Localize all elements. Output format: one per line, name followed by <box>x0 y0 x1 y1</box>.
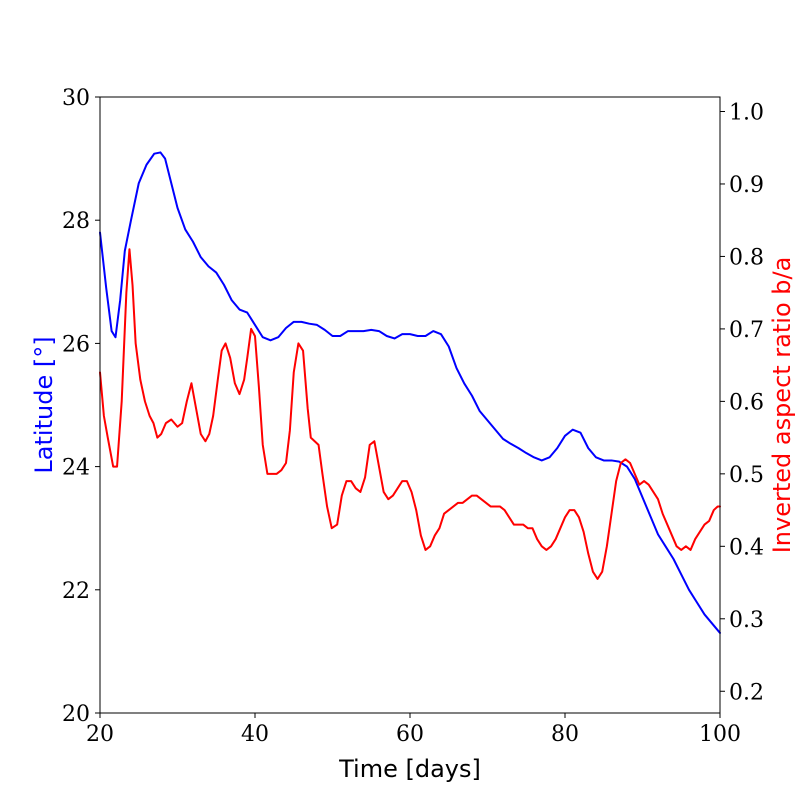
x-tick-label: 60 <box>396 722 424 747</box>
y-right-tick-label: 1.0 <box>729 100 764 125</box>
plot-frame <box>99 96 721 714</box>
x-tick-label: 40 <box>241 722 269 747</box>
y-left-tick-label: 26 <box>62 332 90 357</box>
y-left-tick-label: 22 <box>62 579 90 604</box>
x-tick-label: 80 <box>551 722 579 747</box>
y-right-tick-label: 0.7 <box>729 318 764 343</box>
y-right-tick-label: 0.2 <box>729 680 764 705</box>
y-left-tick-label: 24 <box>62 456 90 481</box>
x-axis-label: Time [days] <box>338 755 481 783</box>
y-left-axis-label: Latitude [°] <box>30 336 58 473</box>
y-right-axis-label: Inverted aspect ratio b/a <box>768 257 796 554</box>
y-right-tick-label: 0.4 <box>729 535 764 560</box>
aspect-ratio-line <box>99 248 721 580</box>
y-right-tick-label: 0.8 <box>729 245 764 270</box>
y-right-tick-label: 0.6 <box>729 390 764 415</box>
y-right-tick-label: 0.9 <box>729 173 764 198</box>
y-right-tick-label: 0.3 <box>729 608 764 633</box>
x-tick-label: 20 <box>86 722 114 747</box>
y-left-tick-label: 30 <box>62 86 90 111</box>
latitude-line <box>99 151 721 634</box>
x-tick-label: 100 <box>699 722 741 747</box>
y-left-tick-label: 28 <box>62 209 90 234</box>
y-right-tick-label: 0.5 <box>729 463 764 488</box>
y-left-tick-label: 20 <box>62 702 90 727</box>
